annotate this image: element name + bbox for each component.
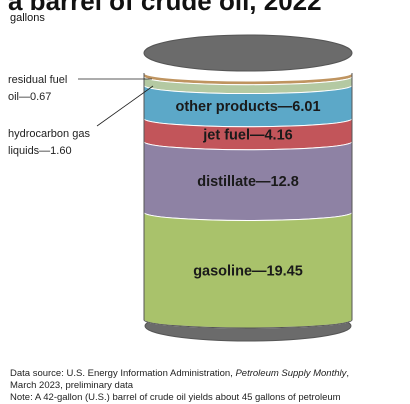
source-line-1: Data source: U.S. Energy Information Adm… — [10, 368, 402, 380]
barrel-top-cap — [143, 34, 353, 72]
source-suffix: , — [346, 368, 349, 379]
residual-callout-line2: oil—0.67 — [8, 91, 51, 103]
source-line-2: March 2023, preliminary data — [10, 380, 134, 391]
hgl-leader-line — [96, 85, 154, 127]
chart-title: a barrel of crude oil, 2022 — [8, 0, 322, 16]
barrel-segments: gasoline—19.45 distillate—12.8 jet fuel—4.… — [143, 72, 353, 329]
note-line: Note: A 42-gallon (U.S.) barrel of crude… — [10, 392, 341, 403]
source-prefix: Data source: U.S. Energy Information Adm… — [10, 368, 233, 379]
label-jet-fuel: jet fuel—4.16 — [202, 127, 292, 143]
hgl-callout-line2: liquids—1.60 — [8, 145, 72, 157]
label-other-products: other products—6.01 — [175, 99, 320, 115]
source-publication: Petroleum Supply Monthly — [235, 368, 347, 379]
residual-callout-line1: residual fuel — [8, 74, 67, 86]
label-gasoline: gasoline—19.45 — [193, 263, 303, 279]
barrel-outline — [143, 73, 353, 329]
footer-notes: Data source: U.S. Energy Information Adm… — [10, 368, 402, 404]
hgl-callout-line1: hydrocarbon gas — [8, 128, 90, 140]
label-distillate: distillate—12.8 — [197, 174, 299, 190]
units-label: gallons — [10, 12, 45, 24]
barrel-chart: gasoline—19.45 distillate—12.8 jet fuel—4.… — [8, 34, 353, 342]
